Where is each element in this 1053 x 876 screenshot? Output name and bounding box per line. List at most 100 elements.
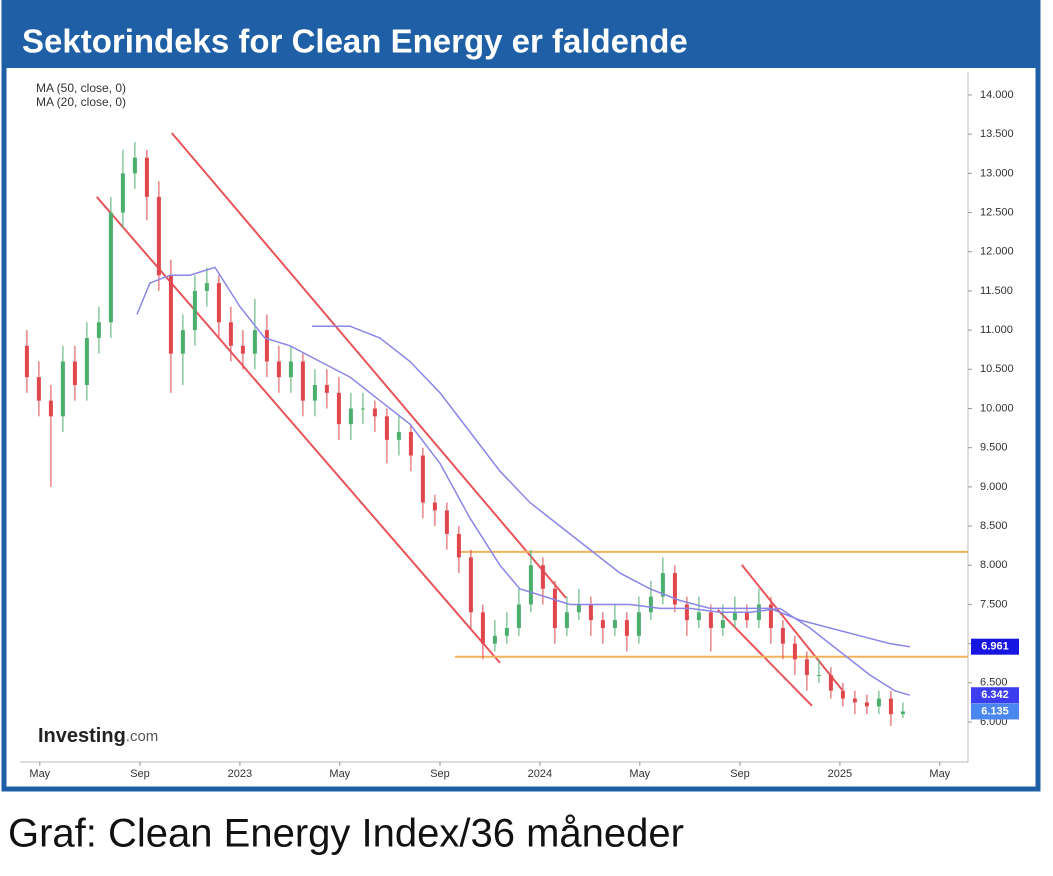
- candle-body: [36, 377, 41, 401]
- candle-body: [756, 604, 761, 621]
- candle-body: [876, 698, 881, 707]
- candle-body: [300, 361, 305, 401]
- candle-body: [180, 330, 185, 354]
- trend-line: [171, 132, 567, 599]
- x-tick-label: Sep: [730, 768, 750, 780]
- candle-body: [84, 337, 89, 385]
- candle-body: [264, 330, 269, 362]
- candle-body: [108, 212, 113, 323]
- candle-body: [588, 604, 593, 621]
- candle-body: [708, 612, 713, 628]
- watermark-suffix: .com: [126, 728, 159, 745]
- candle-body: [96, 322, 101, 338]
- candle-body: [840, 690, 845, 699]
- x-tick-label: 2023: [228, 768, 252, 780]
- price-tag-label: 6.342: [981, 689, 1009, 701]
- candle-body: [576, 604, 581, 613]
- y-tick-label: 12.500: [980, 206, 1014, 218]
- candle-body: [564, 612, 569, 628]
- candle-body: [276, 361, 281, 378]
- candle-body: [600, 620, 605, 628]
- x-tick-label: May: [629, 768, 650, 780]
- candle-body: [372, 408, 377, 417]
- candle-body: [144, 157, 149, 197]
- candle-body: [204, 283, 209, 291]
- candle-body: [720, 620, 725, 628]
- candle-body: [216, 283, 221, 323]
- legend-entry: MA (50, close, 0): [36, 81, 126, 95]
- candle-body: [660, 573, 665, 597]
- candle-body: [120, 173, 125, 213]
- x-tick-label: 2025: [828, 768, 852, 780]
- x-tick-label: May: [29, 768, 50, 780]
- candle-body: [540, 565, 545, 589]
- y-tick-label: 8.000: [980, 559, 1008, 571]
- candle-body: [324, 384, 329, 393]
- candle-body: [624, 620, 629, 636]
- candle-body: [240, 345, 245, 354]
- trend-line: [717, 609, 813, 707]
- y-tick-label: 13.500: [980, 128, 1014, 140]
- candle-body: [456, 533, 461, 558]
- caption: Graf: Clean Energy Index/36 måneder: [8, 812, 684, 856]
- candle-body: [804, 659, 809, 675]
- candle-body: [636, 612, 641, 636]
- candle-body: [72, 361, 77, 385]
- candle-body: [732, 612, 737, 621]
- x-tick-label: May: [329, 768, 350, 780]
- ma-line: [311, 325, 910, 648]
- y-tick-label: 10.500: [980, 363, 1014, 375]
- candle-body: [384, 416, 389, 440]
- ma-line: [136, 266, 911, 696]
- y-tick-label: 13.000: [980, 167, 1014, 179]
- y-tick-label: 12.000: [980, 246, 1014, 258]
- y-tick-label: 11.500: [980, 285, 1013, 297]
- candle-body: [684, 604, 689, 621]
- price-tag: [971, 687, 1019, 704]
- y-tick-label: 9.000: [980, 481, 1008, 493]
- candle-body: [516, 604, 521, 628]
- candle-body: [156, 196, 161, 276]
- candle-body: [192, 290, 197, 331]
- chart-title: Sektorindeks for Clean Energy er faldend…: [22, 23, 688, 60]
- candle-body: [768, 604, 773, 628]
- price-tag: [971, 638, 1019, 655]
- candle-body: [312, 384, 317, 401]
- price-tag-label: 6.135: [981, 705, 1009, 717]
- price-tag-label: 6.961: [981, 641, 1009, 653]
- candle-body: [228, 322, 233, 346]
- candle-body: [360, 408, 365, 410]
- candle-body: [852, 698, 857, 703]
- title-bar: [4, 0, 1038, 68]
- x-tick-label: May: [929, 768, 950, 780]
- candle-body: [780, 627, 785, 644]
- candle-body: [60, 361, 65, 417]
- x-tick-label: 2024: [528, 768, 552, 780]
- watermark: Investing.com: [38, 725, 158, 747]
- candle-body: [420, 455, 425, 503]
- candle-body: [672, 573, 677, 605]
- candle-body: [744, 612, 749, 621]
- candle-body: [864, 702, 869, 707]
- y-tick-label: 14.000: [980, 89, 1014, 101]
- candle-body: [288, 361, 293, 378]
- x-tick-label: Sep: [130, 768, 150, 780]
- candle-body: [252, 330, 257, 354]
- y-tick-label: 11.000: [980, 324, 1013, 336]
- candle-body: [408, 432, 413, 456]
- legend-entry: MA (20, close, 0): [36, 95, 126, 109]
- candle-body: [48, 400, 53, 417]
- candle-body: [828, 674, 833, 691]
- trend-line: [741, 564, 843, 691]
- candle-body: [888, 698, 893, 715]
- candle-body: [792, 643, 797, 660]
- y-tick-label: 8.500: [980, 520, 1008, 532]
- candle-body: [348, 408, 353, 425]
- candle-body: [816, 674, 821, 676]
- y-tick-label: 6.500: [980, 677, 1008, 689]
- candle-body: [24, 345, 29, 378]
- watermark-main: Investing: [38, 725, 126, 747]
- candle-body: [168, 275, 173, 354]
- candle-body: [480, 612, 485, 644]
